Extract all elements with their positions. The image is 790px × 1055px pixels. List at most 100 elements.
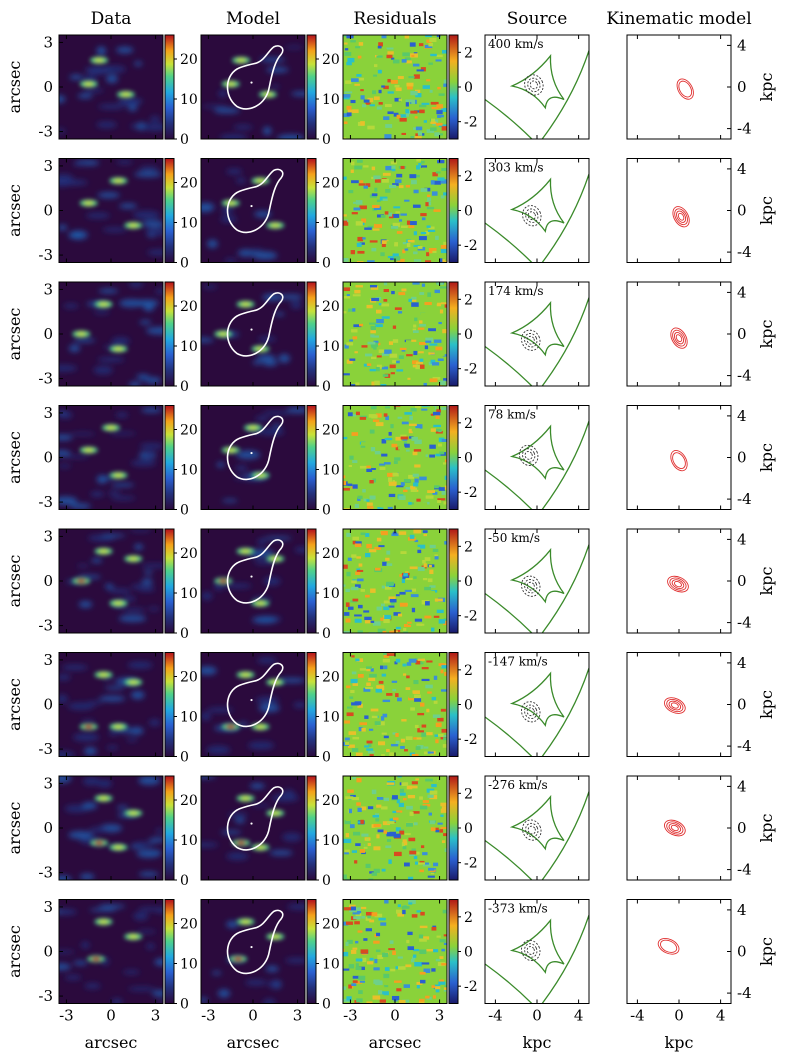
residual-noise [412, 690, 420, 694]
caustic-outer-lower [485, 963, 533, 1004]
model-noise-blob [216, 462, 225, 468]
model-arc-core [240, 302, 251, 307]
residual-noise [377, 506, 384, 510]
residual-noise [441, 490, 446, 495]
residual-noise [413, 74, 420, 79]
residual-noise [408, 695, 417, 699]
residual-noise [406, 939, 410, 944]
residual-colorbar-tick-label: 0 [464, 574, 473, 590]
residual-noise [384, 406, 390, 409]
residual-noise [395, 658, 401, 663]
residual-noise [421, 962, 430, 965]
source-panel [485, 776, 589, 880]
data-noise-blob [154, 907, 163, 913]
model-noise-blob [269, 850, 293, 856]
residual-noise [343, 137, 347, 139]
model-noise-blob [201, 104, 228, 109]
residual-noise [408, 474, 415, 479]
model-noise-blob [219, 134, 248, 139]
residual-noise [403, 578, 410, 582]
residual-noise [384, 899, 389, 904]
residual-noise [380, 603, 385, 607]
residual-noise [405, 340, 412, 344]
data-noise-blob [59, 95, 66, 103]
residual-noise [420, 312, 427, 316]
residual-noise [351, 983, 357, 986]
residual-noise [428, 465, 435, 469]
residual-colorbar-tick-label: 2 [464, 45, 473, 61]
residual-noise [352, 294, 361, 297]
residual-noise [344, 296, 351, 299]
residual-noise [356, 910, 362, 914]
residual-noise [412, 328, 416, 331]
caustic-outer-lower [485, 222, 533, 263]
residual-noise [404, 589, 412, 592]
kinematic-contour [670, 450, 688, 472]
data-noise [66, 529, 163, 622]
residual-noise [408, 899, 416, 904]
source-panel [485, 899, 589, 1004]
residual-noise [372, 995, 381, 1000]
residual-noise [351, 655, 355, 658]
residual-noise [390, 161, 397, 165]
residual-noise [425, 230, 430, 235]
residual-noise [379, 467, 386, 470]
residual-noise [343, 475, 346, 479]
residual-noise [366, 679, 374, 683]
data-ytick-label: 3 [43, 280, 53, 298]
residual-noise [376, 355, 382, 358]
residual-noise [357, 578, 364, 582]
data-noise-blob [76, 564, 90, 568]
residual-noise [392, 688, 397, 692]
residual-noise [371, 675, 378, 680]
residual-noise [383, 973, 390, 979]
velocity-label: 78 km/s [488, 408, 536, 422]
residual-noise [357, 495, 363, 500]
model-xtick-label: 3 [293, 1007, 303, 1025]
kinematic-background [627, 776, 731, 880]
residual-noise [382, 198, 388, 201]
residual-noise [344, 820, 351, 825]
kinematic-contour [677, 212, 685, 221]
residual-noise [427, 406, 435, 410]
y-axis-label-arcsec: arcsec [5, 678, 24, 731]
residual-noise [375, 818, 380, 822]
kinematic-contour [657, 937, 680, 955]
kinematic-contour [674, 208, 688, 226]
residual-noise [396, 799, 400, 804]
model-noise [201, 284, 303, 367]
residual-noise [390, 137, 395, 139]
residual-noise [374, 206, 382, 210]
residual-noise [429, 869, 436, 872]
model-panel [201, 776, 305, 880]
residual-noise [440, 286, 447, 289]
data-noise-blob [139, 165, 159, 172]
residual-noise [410, 90, 418, 96]
residual-noise [343, 907, 351, 911]
residual-colorbar-tick-label: 0 [464, 821, 473, 837]
caustic-outer-lower [485, 716, 533, 757]
residual-noise [366, 363, 372, 366]
residual-noise [444, 459, 447, 463]
column-header-model: Model [226, 9, 280, 29]
kinematic-ytick-label: -4 [737, 737, 752, 755]
residual-noise [406, 827, 411, 831]
residual-noise [439, 258, 443, 263]
residual-noise [348, 464, 352, 468]
source-contour [525, 208, 539, 223]
source-contour [522, 205, 542, 227]
residual-noise [361, 851, 366, 855]
data-noise-blob [119, 299, 143, 308]
caustic-outer-right [541, 914, 589, 1004]
data-noise-blob [59, 496, 78, 506]
model-panel [201, 529, 305, 633]
residual-noise [417, 245, 423, 249]
model-noise-blob [234, 475, 251, 480]
residual-noise [425, 601, 430, 606]
kinematic-contour [666, 821, 684, 835]
residual-noise [345, 618, 351, 623]
residual-noise [406, 785, 413, 790]
critical-curve [226, 415, 284, 481]
residual-noise [389, 940, 394, 944]
residual-noise [415, 424, 423, 429]
